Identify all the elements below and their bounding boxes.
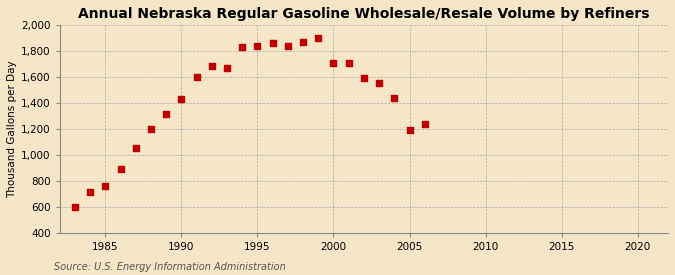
- Point: [267, 41, 278, 45]
- Point: [358, 76, 369, 80]
- Point: [328, 60, 339, 65]
- Point: [237, 45, 248, 49]
- Point: [146, 126, 157, 131]
- Point: [70, 204, 80, 209]
- Point: [100, 184, 111, 188]
- Point: [344, 60, 354, 65]
- Text: Source: U.S. Energy Information Administration: Source: U.S. Energy Information Administ…: [54, 262, 286, 272]
- Point: [161, 112, 171, 117]
- Point: [115, 167, 126, 171]
- Point: [176, 97, 187, 101]
- Point: [389, 95, 400, 100]
- Point: [419, 121, 430, 126]
- Point: [374, 81, 385, 86]
- Point: [207, 64, 217, 69]
- Point: [252, 43, 263, 48]
- Point: [191, 75, 202, 79]
- Point: [85, 190, 96, 194]
- Point: [404, 128, 415, 132]
- Point: [298, 40, 308, 44]
- Point: [221, 65, 232, 70]
- Y-axis label: Thousand Gallons per Day: Thousand Gallons per Day: [7, 60, 17, 197]
- Point: [130, 146, 141, 150]
- Point: [313, 36, 324, 40]
- Point: [282, 43, 293, 48]
- Title: Annual Nebraska Regular Gasoline Wholesale/Resale Volume by Refiners: Annual Nebraska Regular Gasoline Wholesa…: [78, 7, 649, 21]
